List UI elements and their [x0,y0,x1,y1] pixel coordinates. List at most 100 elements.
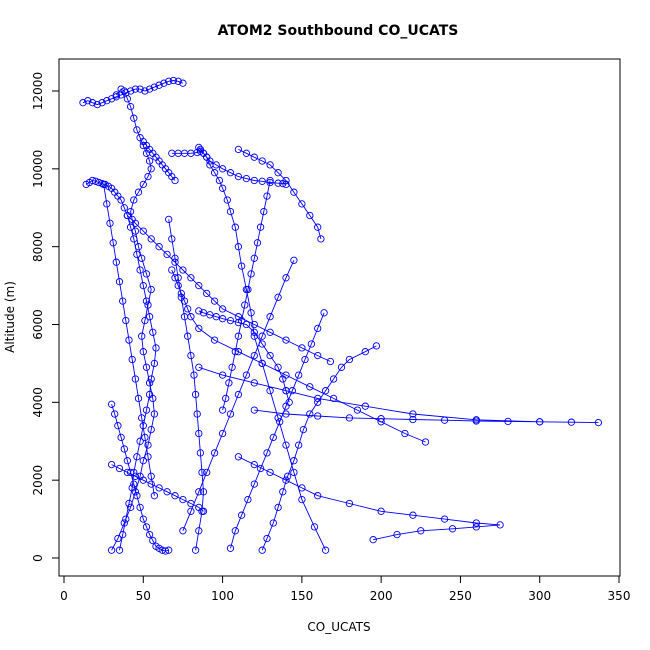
data-point [218,305,227,313]
data-point [187,499,195,508]
data-point [161,547,170,555]
data-point [231,348,239,356]
data-point [250,460,258,469]
data-point [266,313,274,321]
data-point [171,176,179,185]
data-point [290,188,298,196]
data-point [266,178,274,187]
data-point [174,281,182,290]
data-point [298,495,306,504]
data-point [145,313,154,321]
series-0 [107,85,159,554]
data-point [256,464,265,473]
x-axis-label: CO_UCATS [307,620,370,634]
data-point [122,515,130,523]
data-point [147,165,155,173]
data-point [112,93,120,101]
data-point [195,429,203,438]
data-point [226,410,235,418]
series-line [238,456,501,541]
data-point [266,176,274,185]
data-point [130,480,138,488]
data-point [180,313,189,321]
y-tick-label: 4000 [31,387,45,418]
data-point [126,223,135,231]
data-point [215,176,224,185]
data-point [123,457,132,465]
data-point [190,371,198,379]
data-point [409,511,417,519]
data-point [195,281,203,290]
data-point [496,521,504,529]
data-point [184,305,192,313]
data-point [141,316,149,325]
data-point [258,546,266,554]
data-point [160,79,168,87]
data-point [139,457,147,465]
data-point [191,390,200,399]
data-point [306,211,314,220]
series-line [85,180,157,551]
data-point [317,235,325,243]
data-point [107,95,116,103]
data-point [139,515,147,523]
data-point [142,363,151,371]
series-10 [123,211,335,366]
data-point [138,414,146,422]
data-point [228,363,236,371]
series-11 [107,400,173,555]
data-point [369,536,377,544]
data-point [247,270,255,278]
data-point [126,102,135,111]
data-point [295,371,303,379]
data-point [225,379,233,387]
data-point [377,418,385,426]
data-point [177,293,185,301]
data-point [99,180,108,189]
series-line [198,366,599,424]
data-point [244,495,252,504]
data-point [112,91,120,99]
data-point [266,328,274,336]
data-point [314,351,322,360]
data-point [117,85,125,93]
data-point [115,546,124,554]
data-point [242,371,251,379]
data-point [409,415,417,424]
data-point [139,180,147,189]
series-line [198,147,327,551]
series-line [82,80,184,106]
data-point [123,211,132,220]
x-tick-label: 50 [136,589,151,603]
data-point [266,351,274,360]
data-point [226,169,235,177]
data-point [282,336,290,344]
data-point [136,85,144,93]
data-point [282,441,290,449]
data-point [320,309,328,317]
x-tick-label: 250 [449,589,472,603]
data-point [144,441,152,449]
data-point [191,546,200,554]
data-point [115,464,124,473]
data-point [256,223,265,231]
data-point [353,406,362,414]
data-point [203,289,211,298]
data-point [218,406,227,414]
data-point [195,324,203,333]
data-point [314,492,322,500]
data-point [187,351,195,360]
data-point [247,309,255,317]
series-13 [226,309,328,552]
data-point [199,488,208,496]
data-point [142,523,151,531]
data-point [149,328,157,336]
data-point [206,157,214,165]
data-point [150,410,159,418]
series-line [198,310,290,403]
series-14 [99,180,159,500]
data-point [126,87,135,95]
data-point [345,414,354,422]
data-point [107,400,116,408]
data-point [282,176,290,185]
